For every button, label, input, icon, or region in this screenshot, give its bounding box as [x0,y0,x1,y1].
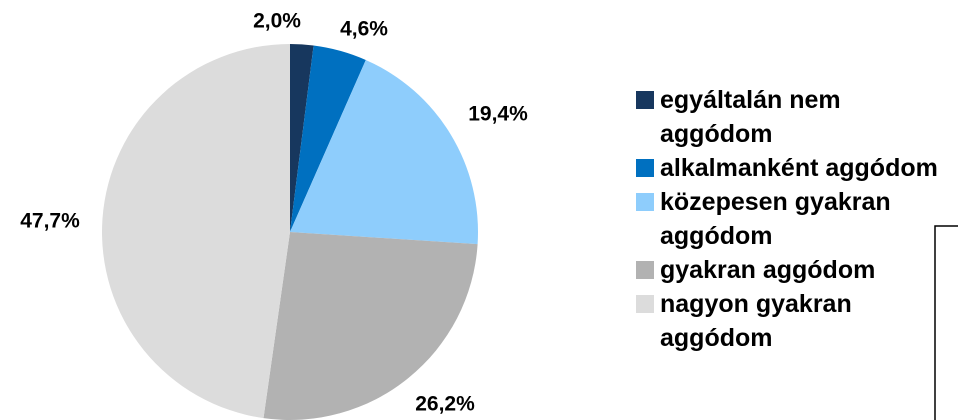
data-label: 47,7% [20,210,80,233]
data-label: 4,6% [340,18,388,41]
legend-item: gyakran aggódom [636,253,956,287]
legend-item: közepesen gyakran aggódom [636,185,956,253]
legend-label: gyakran aggódom [660,256,876,284]
legend-swatch [636,193,654,211]
legend-label: közepesen gyakran aggódom [660,188,891,250]
frame-edge [934,225,958,420]
legend-label: alkalmanként aggódom [660,154,938,182]
data-label: 26,2% [415,393,475,416]
legend-label: egyáltalán nem aggódom [660,86,841,148]
legend-swatch [636,261,654,279]
legend-swatch [636,91,654,109]
data-label: 19,4% [468,103,528,126]
pie-slice [263,232,478,420]
legend-swatch [636,295,654,313]
data-label: 2,0% [253,10,301,33]
pie-slice [290,59,478,245]
legend-swatch [636,159,654,177]
pie-slice [101,44,290,419]
legend-item: alkalmanként aggódom [636,151,956,185]
legend-item: nagyon gyakran aggódom [636,287,956,355]
pie-slice [290,44,314,232]
pie-slice [290,45,366,233]
legend-item: egyáltalán nem aggódom [636,83,956,151]
legend: egyáltalán nem aggódom alkalmanként aggód… [636,83,956,355]
legend-label: nagyon gyakran aggódom [660,290,852,352]
